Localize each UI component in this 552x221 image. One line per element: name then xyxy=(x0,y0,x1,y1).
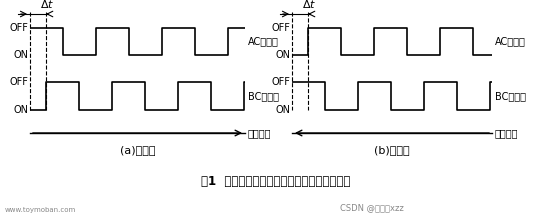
Text: (a)右旋转: (a)右旋转 xyxy=(120,145,155,155)
Text: OFF: OFF xyxy=(9,23,28,33)
Text: AC端信号: AC端信号 xyxy=(248,36,279,46)
Text: AC端信号: AC端信号 xyxy=(495,36,526,46)
Text: $\Delta t$: $\Delta t$ xyxy=(40,0,54,10)
Text: OFF: OFF xyxy=(271,23,290,33)
Text: www.toymoban.com: www.toymoban.com xyxy=(5,207,76,213)
Text: BC端信号: BC端信号 xyxy=(248,91,279,101)
Text: $\Delta t$: $\Delta t$ xyxy=(302,0,316,10)
Text: OFF: OFF xyxy=(271,77,290,87)
Text: ON: ON xyxy=(275,105,290,115)
Text: ON: ON xyxy=(13,105,28,115)
Text: ON: ON xyxy=(13,50,28,60)
Text: BC端信号: BC端信号 xyxy=(495,91,526,101)
Text: 图1  旋转编码器旋转方向及旋转脉冲数的识别: 图1 旋转编码器旋转方向及旋转脉冲数的识别 xyxy=(201,175,351,188)
Text: 旋转方向: 旋转方向 xyxy=(495,128,518,138)
Text: ON: ON xyxy=(275,50,290,60)
Text: (b)左旋转: (b)左旋转 xyxy=(374,145,410,155)
Text: 旋转方向: 旋转方向 xyxy=(248,128,272,138)
Text: OFF: OFF xyxy=(9,77,28,87)
Text: CSDN @努力的xzz: CSDN @努力的xzz xyxy=(340,204,404,213)
